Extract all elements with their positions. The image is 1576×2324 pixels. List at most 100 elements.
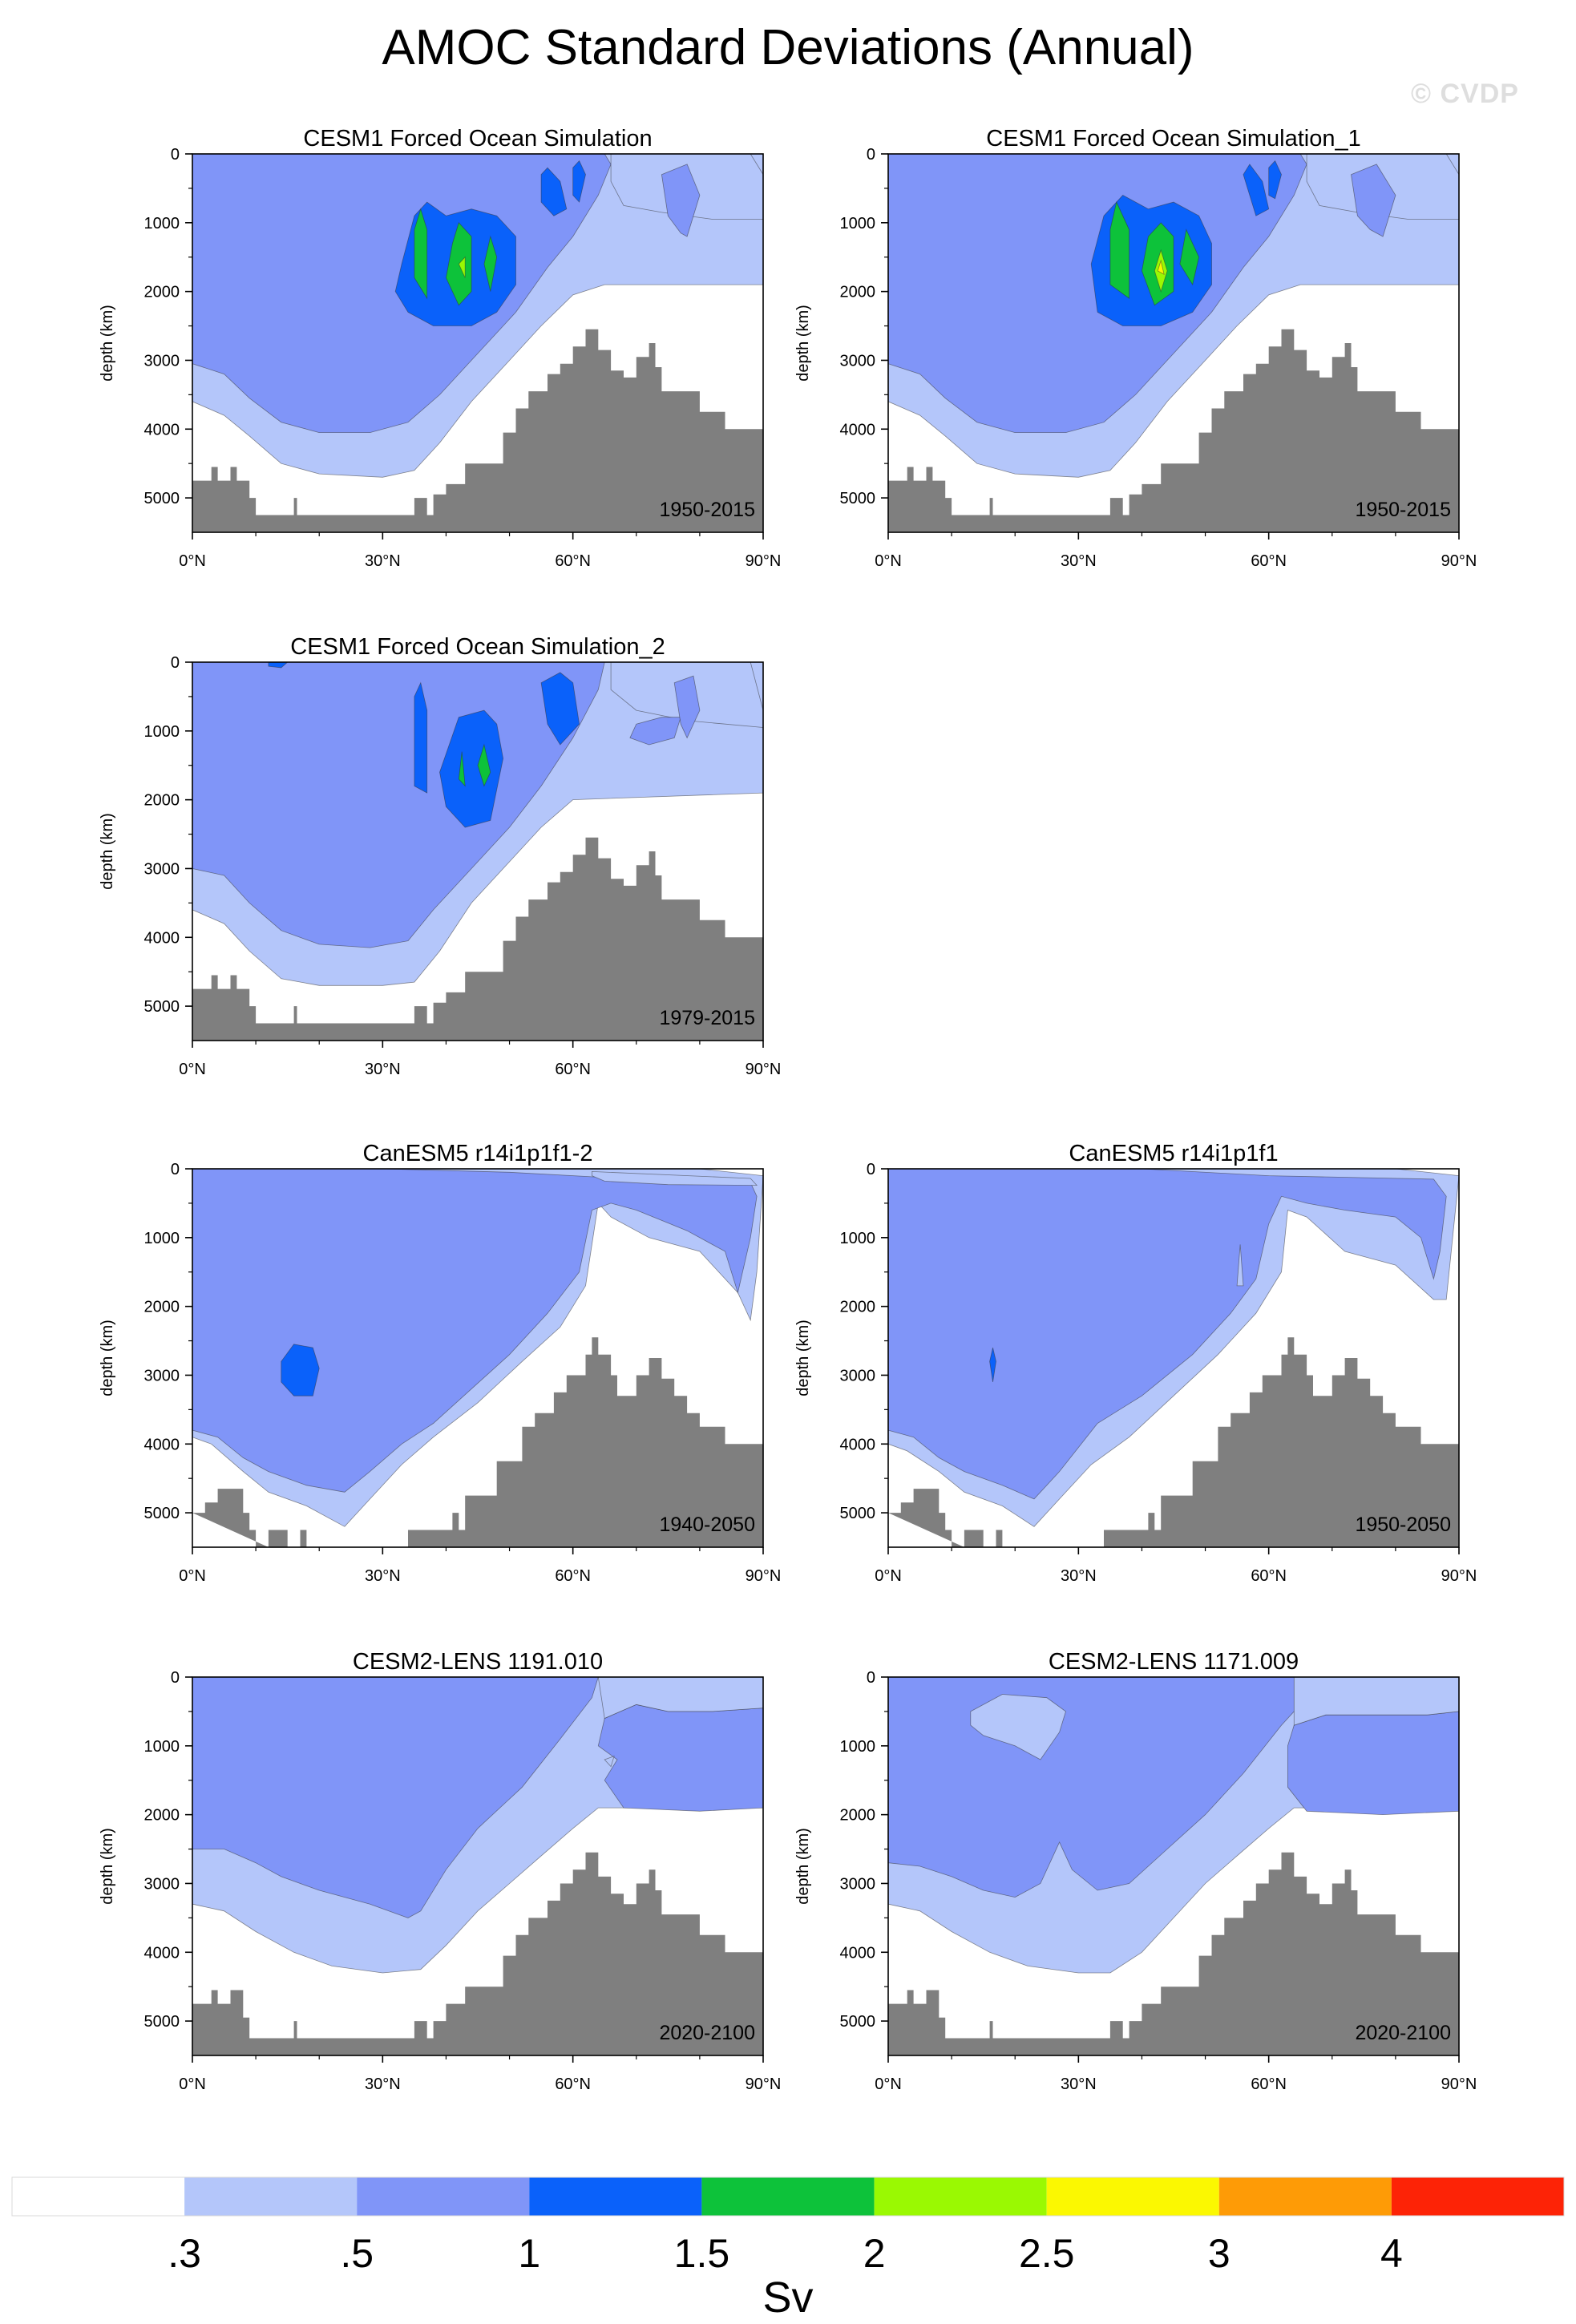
- x-tick-label: 0°N: [179, 2075, 206, 2093]
- land-bathymetry: [888, 1337, 1459, 1547]
- period-label: 2020-2100: [1355, 2022, 1451, 2044]
- contour-band: [192, 662, 605, 948]
- x-tick-label: 0°N: [179, 1061, 206, 1078]
- amoc-panel: CanESM5 r14i1p1f1 1950-2050 0 1000 2000 3000 4…: [794, 1141, 1477, 1585]
- colorbar-frame: [11, 2176, 1565, 2217]
- y-axis-label: depth (km): [99, 305, 116, 382]
- y-tick-label: 1000: [144, 723, 180, 741]
- land-bathymetry: [888, 329, 1459, 532]
- colorbar-tick-label: 4: [1380, 2231, 1403, 2276]
- y-tick-label: 1000: [840, 215, 876, 232]
- contour-band: [629, 717, 681, 746]
- plot-frame: [887, 1676, 1460, 2056]
- contour-fill-group: [888, 154, 1459, 532]
- y-axis-label: depth (km): [99, 1320, 116, 1396]
- x-tick-label: 90°N: [1441, 1567, 1477, 1585]
- y-tick-label: 3000: [840, 352, 876, 370]
- y-tick-label: 5000: [840, 2013, 876, 2031]
- y-axis-label: depth (km): [99, 1828, 116, 1905]
- y-axis-label: depth (km): [794, 1828, 812, 1905]
- contour-fill-group: [192, 154, 763, 532]
- contour-band: [192, 1169, 758, 1493]
- y-tick-label: 2000: [144, 1807, 180, 1825]
- x-tick-label: 60°N: [555, 552, 591, 570]
- y-tick-label: 5000: [144, 2013, 180, 2031]
- colorbar-swatch: [184, 2177, 358, 2216]
- colorbar-tick-label: 3: [1208, 2231, 1230, 2276]
- y-tick-label: 2000: [144, 1299, 180, 1316]
- y-axis-label: depth (km): [794, 305, 812, 382]
- x-tick-label: 60°N: [555, 2075, 591, 2093]
- contour-band: [970, 1694, 1066, 1760]
- panel-title: CESM2-LENS 1171.009: [1049, 1649, 1299, 1675]
- y-tick-label: 0: [171, 146, 180, 164]
- colorbar: .3 .5 1 1.5 2 2.5 3 4 Sv: [11, 2176, 1565, 2322]
- x-tick-label: 60°N: [555, 1061, 591, 1078]
- land-bathymetry: [888, 1852, 1459, 2055]
- colorbar-tick-label: .3: [168, 2231, 201, 2276]
- y-tick-label: 5000: [840, 1505, 876, 1522]
- land-bathymetry: [192, 837, 763, 1041]
- colorbar-tick-label: 1: [518, 2231, 540, 2276]
- plot-frame: [192, 1168, 764, 1548]
- panel-title: CESM1 Forced Ocean Simulation_1: [986, 126, 1360, 152]
- colorbar-swatch: [12, 2177, 185, 2216]
- colorbar-swatch: [1218, 2177, 1392, 2216]
- contour-band: [1293, 1677, 1459, 1726]
- x-tick-label: 90°N: [1441, 552, 1477, 570]
- y-tick-label: 0: [171, 1161, 180, 1178]
- x-tick-label: 30°N: [365, 552, 401, 570]
- contour-band: [661, 164, 701, 237]
- x-tick-label: 0°N: [179, 552, 206, 570]
- x-tick-label: 30°N: [1061, 2075, 1097, 2093]
- x-tick-label: 30°N: [1061, 1567, 1097, 1585]
- contour-band: [458, 256, 466, 278]
- x-tick-label: 30°N: [365, 2075, 401, 2093]
- contour-band: [540, 167, 568, 216]
- y-tick-label: 0: [171, 1669, 180, 1687]
- colorbar-swatch: [1391, 2177, 1564, 2216]
- y-tick-label: 0: [867, 1161, 875, 1178]
- page-title: AMOC Standard Deviations (Annual): [382, 20, 1194, 75]
- contour-band: [414, 681, 428, 794]
- y-tick-label: 3000: [840, 1367, 876, 1384]
- y-tick-label: 3000: [144, 1875, 180, 1893]
- contour-band: [597, 1677, 763, 1720]
- colorbar-tick-label: 2.5: [1019, 2231, 1075, 2276]
- period-label: 1979-2015: [659, 1007, 755, 1029]
- y-tick-label: 2000: [840, 284, 876, 301]
- x-tick-label: 60°N: [1251, 2075, 1287, 2093]
- y-tick-label: 2000: [144, 284, 180, 301]
- y-tick-label: 5000: [144, 1505, 180, 1522]
- panels-group: CESM1 Forced Ocean Simulation 1950-2015 0 1…: [99, 126, 1477, 2093]
- colorbar-swatch: [1046, 2177, 1219, 2216]
- period-label: 2020-2100: [659, 2022, 755, 2044]
- y-tick-label: 4000: [144, 1944, 180, 1962]
- amoc-panel: CESM1 Forced Ocean Simulation 1950-2015 0 1…: [99, 126, 781, 570]
- y-tick-label: 3000: [144, 860, 180, 878]
- contour-band: [592, 1170, 758, 1186]
- contour-band: [192, 1677, 599, 1918]
- y-axis-label: depth (km): [99, 813, 116, 890]
- contour-band: [1243, 164, 1270, 216]
- contour-band: [1287, 1711, 1459, 1816]
- y-tick-label: 5000: [144, 998, 180, 1016]
- cvdp-watermark: © CVDP: [1411, 79, 1519, 109]
- colorbar-swatch: [701, 2177, 875, 2216]
- y-tick-label: 3000: [144, 352, 180, 370]
- y-tick-label: 0: [867, 146, 875, 164]
- colorbar-tick-label: 2: [863, 2231, 886, 2276]
- panel-title: CanESM5 r14i1p1f1: [1069, 1141, 1278, 1166]
- y-tick-label: 4000: [144, 421, 180, 439]
- contour-band: [458, 751, 466, 787]
- contour-band: [1179, 228, 1200, 286]
- contour-band: [414, 208, 428, 300]
- y-tick-label: 2000: [840, 1807, 876, 1825]
- period-label: 1950-2015: [659, 499, 755, 521]
- y-tick-label: 1000: [144, 1738, 180, 1756]
- contour-band: [1268, 160, 1282, 200]
- y-tick-label: 0: [867, 1669, 875, 1687]
- plot-frame: [192, 153, 764, 533]
- colorbar-unit-label: Sv: [762, 2273, 813, 2322]
